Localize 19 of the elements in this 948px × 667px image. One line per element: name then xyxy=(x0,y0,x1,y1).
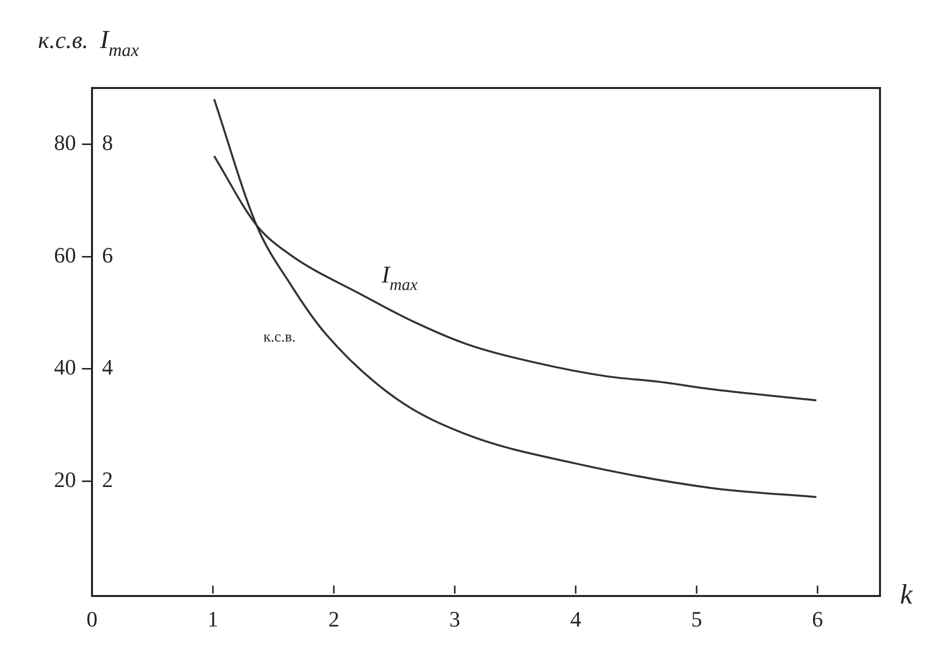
line-series xyxy=(213,98,818,498)
y2-tick-label: 8 xyxy=(102,130,113,155)
y2-tick-label: 6 xyxy=(102,242,113,268)
x-tick-label: 6 xyxy=(812,606,824,632)
x-tick-label: 2 xyxy=(328,606,340,632)
x-tick-label: 0 xyxy=(86,606,98,632)
y-axis-title: к.с.в. xyxy=(38,28,88,54)
y2-tick-label: 2 xyxy=(102,467,113,492)
x-tick-label: 1 xyxy=(207,606,218,632)
x-tick-label: 5 xyxy=(691,606,702,632)
y-tick-label: 60 xyxy=(54,242,76,268)
x-axis-title: k xyxy=(900,580,913,611)
y-tick-label: 40 xyxy=(54,354,76,380)
x-tick-label: 3 xyxy=(449,606,460,632)
x-tick-label: 4 xyxy=(570,606,582,632)
series-label: к.с.в. xyxy=(263,329,296,346)
y-tick-label: 80 xyxy=(54,130,76,155)
y-tick-label: 20 xyxy=(54,467,76,492)
y2-tick-label: 4 xyxy=(102,354,113,380)
